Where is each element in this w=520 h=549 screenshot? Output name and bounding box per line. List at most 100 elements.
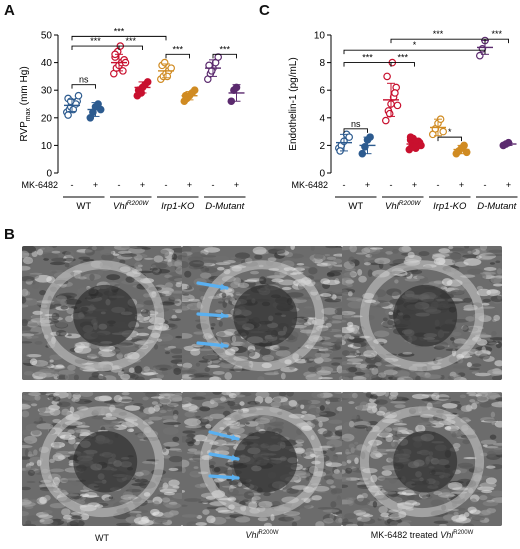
echo-speckle — [189, 260, 205, 268]
c-group-label: Irp1-KO — [433, 201, 467, 212]
panel-b-label: B — [4, 226, 15, 243]
echo-speckle — [439, 250, 453, 254]
echo-speckle — [324, 397, 342, 403]
echo-speckle — [280, 372, 286, 380]
echo-speckle — [217, 266, 225, 271]
c-ytick-label: 10 — [314, 31, 326, 42]
echo-speckle — [493, 314, 501, 321]
echo-speckle — [389, 513, 402, 521]
a-series-5 — [180, 86, 199, 106]
echo-speckle — [301, 410, 307, 414]
echo-speckle — [216, 317, 221, 320]
echo-speckle — [164, 351, 171, 355]
echo-speckle — [326, 479, 334, 485]
echo-speckle — [349, 246, 358, 253]
echo-speckle — [143, 293, 150, 298]
echo-speckle — [482, 500, 499, 507]
echo-speckle — [342, 273, 352, 279]
echo-speckle — [165, 446, 171, 450]
echo-speckle — [22, 510, 29, 517]
echo-speckle — [331, 288, 342, 295]
echo-speckle — [234, 252, 251, 259]
echo-speckle — [111, 348, 130, 355]
echo-speckle — [182, 489, 186, 493]
echo-speckle — [466, 362, 472, 368]
echo-speckle — [323, 475, 335, 481]
echo-speckle — [463, 457, 477, 460]
echo-speckle — [330, 501, 337, 508]
echo-speckle — [324, 253, 331, 257]
c-treatment-sign: + — [412, 180, 417, 190]
echo-speckle — [479, 353, 491, 360]
echo-speckle — [235, 392, 241, 395]
c-sig-label: * — [413, 40, 417, 50]
echo-speckle — [481, 302, 490, 306]
echo-speckle — [102, 416, 118, 421]
echo-speckle — [486, 289, 499, 294]
echo-speckle — [182, 397, 193, 404]
echo-speckle — [323, 517, 334, 524]
echo-speckle — [342, 392, 356, 399]
c-group-label: D-Mutant — [477, 201, 516, 212]
echo-speckle — [182, 504, 188, 507]
echo-speckle — [465, 316, 475, 322]
echo-speckle — [342, 433, 355, 442]
a-treatment-sign: + — [234, 180, 239, 190]
echo-speckle — [496, 268, 502, 275]
c-sig-bracket — [437, 136, 462, 142]
a-data-point — [163, 72, 172, 81]
echo-speckle — [22, 341, 33, 344]
echo-speckle — [267, 257, 277, 262]
a-data-point — [214, 53, 223, 61]
echo-speckle — [170, 337, 181, 344]
echo-speckle — [381, 524, 386, 526]
echo-speckle — [356, 352, 362, 355]
echo-speckle — [212, 370, 225, 375]
echo-speckle — [22, 304, 29, 308]
echo-speckle — [189, 470, 200, 476]
echo-speckle — [152, 500, 160, 506]
echo-speckle — [42, 509, 53, 515]
echo-speckle — [203, 255, 217, 258]
echo-speckle — [332, 472, 342, 480]
echo-speckle — [46, 246, 54, 252]
echo-speckle — [274, 246, 286, 251]
echo-speckle — [318, 421, 323, 428]
echo-speckle — [374, 399, 388, 405]
c-series-7 — [499, 138, 517, 150]
echo-speckle — [163, 492, 175, 496]
echo-speckle — [247, 349, 256, 357]
echo-speckle — [334, 392, 342, 395]
echo-speckle — [398, 246, 412, 253]
echo-speckle — [263, 522, 272, 526]
echo-speckle — [190, 428, 201, 432]
echo-speckle — [445, 348, 459, 352]
echo-speckle — [23, 435, 38, 444]
echo-speckle — [342, 339, 346, 346]
echo-speckle — [469, 509, 481, 515]
echo-speckle — [168, 275, 182, 282]
echo-speckle — [463, 297, 473, 303]
echo-speckle — [288, 399, 298, 407]
echo-speckle — [134, 262, 142, 270]
echo-myocardium — [359, 406, 485, 518]
echo-speckle — [31, 429, 41, 436]
echo-speckle — [390, 400, 406, 404]
echo-speckle — [98, 349, 116, 358]
echo-ventricle-cavity — [73, 430, 138, 493]
echo-speckle — [355, 252, 368, 255]
echo-speckle — [248, 501, 258, 509]
echo-speckle — [291, 521, 298, 526]
c-sig-bracket — [484, 38, 509, 44]
echo-speckle — [56, 401, 71, 408]
echo-speckle — [212, 255, 230, 262]
echo-speckle — [334, 307, 342, 316]
echo-speckle — [186, 521, 200, 526]
echo-speckle — [136, 332, 150, 336]
echo-speckle — [78, 256, 91, 260]
echo-speckle — [221, 392, 232, 396]
echo-speckle — [342, 312, 349, 315]
echo-speckle — [174, 424, 179, 428]
echo-speckle — [31, 281, 40, 290]
